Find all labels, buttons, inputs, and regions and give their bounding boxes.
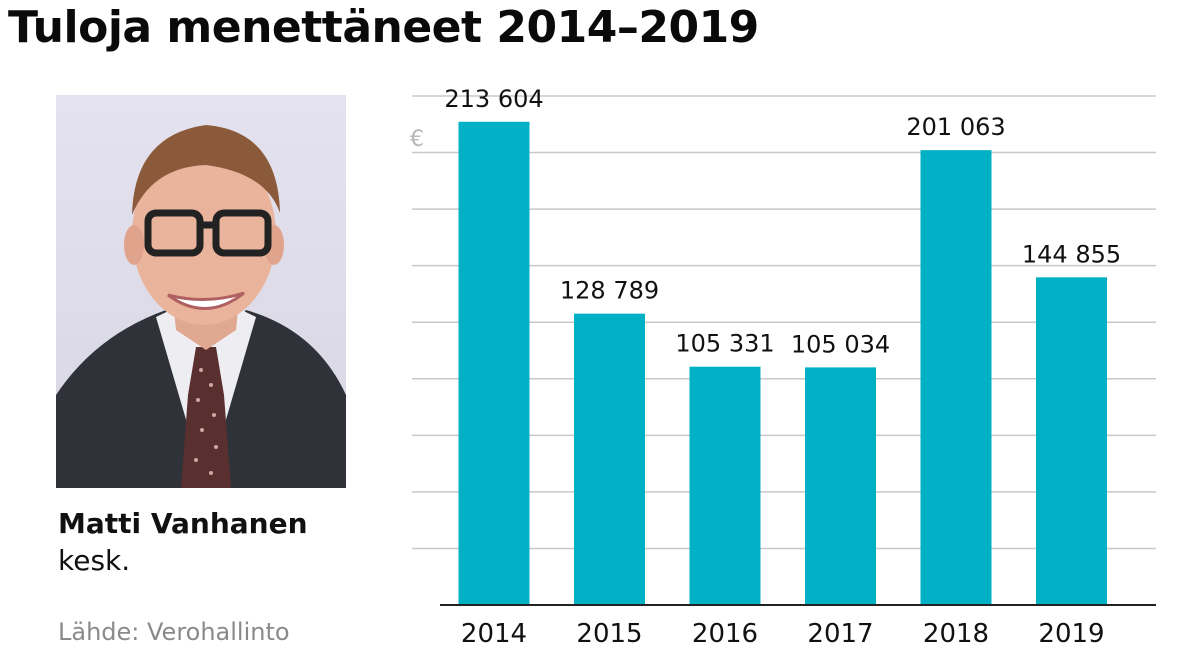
x-tick-2018: 2018 <box>923 619 989 649</box>
y-unit-label: € <box>410 127 424 152</box>
bar-2015 <box>574 313 645 605</box>
bar-2019 <box>1036 277 1107 605</box>
bar-2016 <box>689 366 761 605</box>
bar-2017 <box>805 367 876 605</box>
value-label-2017: 105 034 <box>791 330 890 358</box>
value-label-2015: 128 789 <box>560 277 659 305</box>
value-label-2016: 105 331 <box>675 330 774 358</box>
value-label-2018: 201 063 <box>906 113 1005 141</box>
x-tick-layer: 2014 2015 2016 2017 2018 2019 <box>461 619 1105 649</box>
x-tick-2016: 2016 <box>692 619 758 649</box>
grid-layer <box>412 95 1156 550</box>
bar-2014 <box>458 121 530 606</box>
bar-layer <box>458 121 1107 606</box>
x-tick-2014: 2014 <box>461 619 527 649</box>
source-note: Lähde: Verohallinto <box>58 618 290 646</box>
person-party: kesk. <box>58 544 131 577</box>
value-label-layer: 213 604 128 789 105 331 105 034 201 063 144 8… <box>444 85 1121 359</box>
portrait-photo <box>56 95 346 488</box>
bar-2018 <box>920 150 992 605</box>
value-label-2014: 213 604 <box>444 85 543 113</box>
value-label-2019: 144 855 <box>1022 240 1121 268</box>
page-title: Tuloja menettäneet 2014–2019 <box>8 2 759 53</box>
x-tick-2019: 2019 <box>1038 619 1104 649</box>
x-tick-2017: 2017 <box>807 619 873 649</box>
x-tick-2015: 2015 <box>576 619 642 649</box>
person-name: Matti Vanhanen <box>58 507 308 540</box>
